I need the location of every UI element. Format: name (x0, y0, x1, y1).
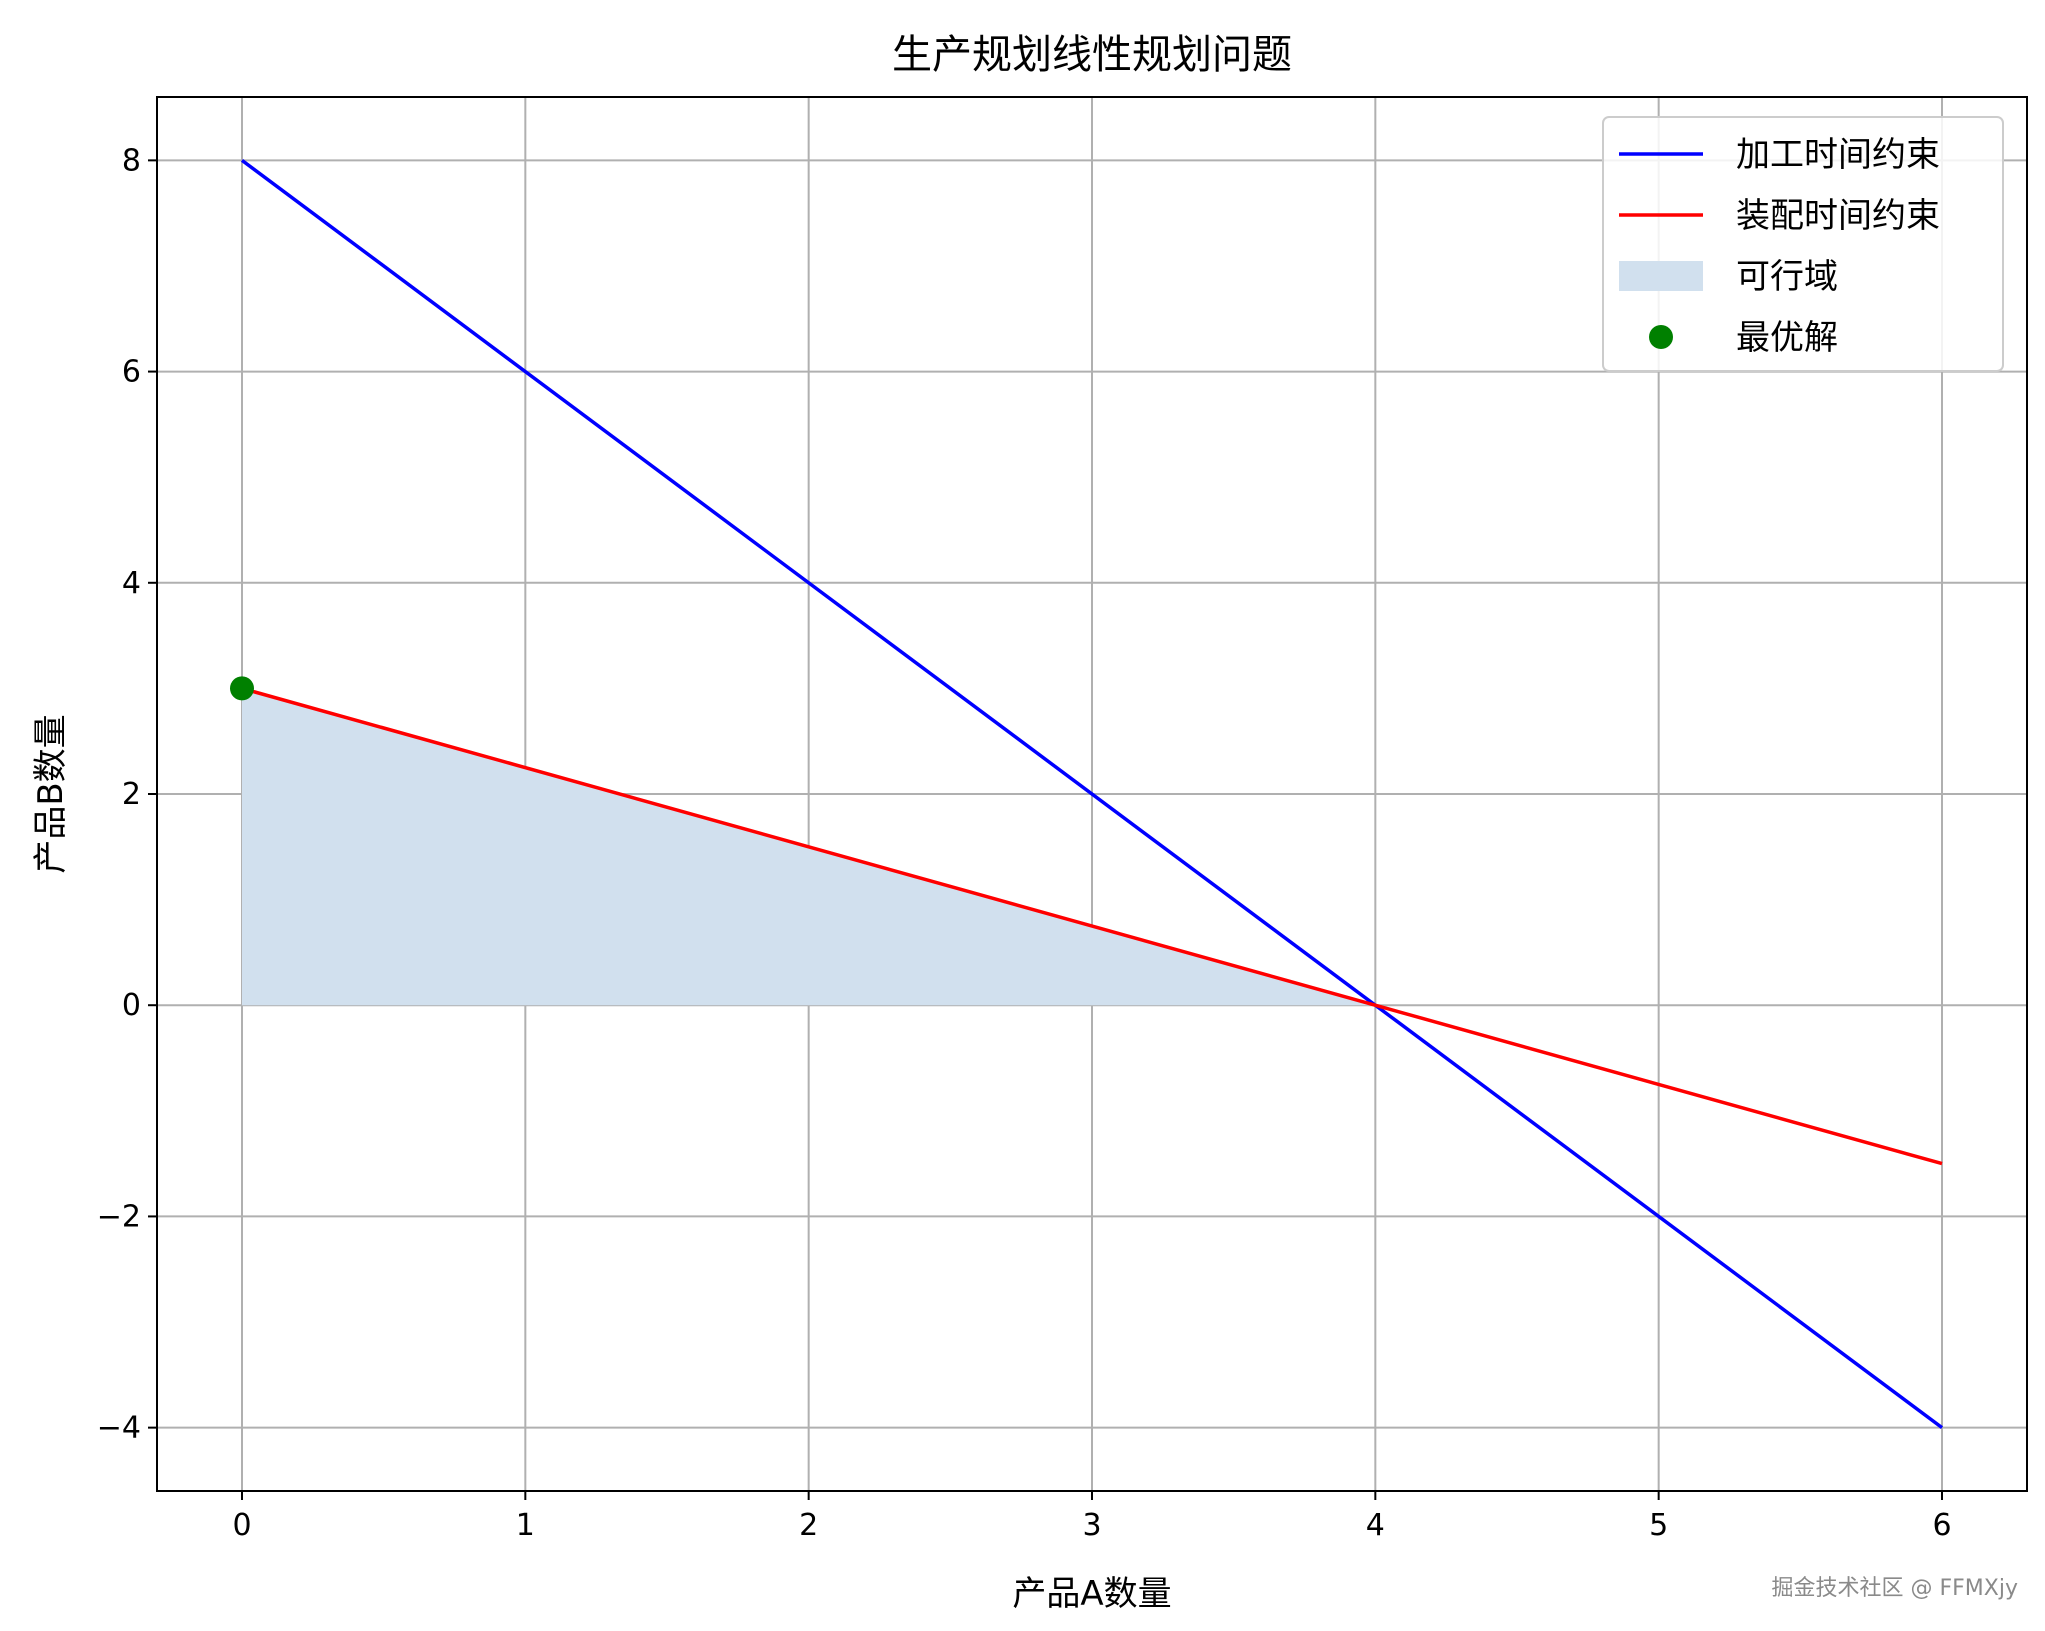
chart-title: 生产规划线性规划问题 (892, 32, 1292, 78)
optimal-point-marker (230, 676, 254, 701)
legend-swatch-2 (1619, 261, 1703, 291)
x-tick-label-5: 5 (1649, 1508, 1668, 1543)
series-line-1 (241, 686, 1943, 1166)
y-tick-label-5: 6 (122, 355, 141, 390)
watermark: 掘金技术社区 @ FFMXjy (1772, 1576, 2018, 1601)
lines-layer (240, 158, 1944, 1430)
x-tick-label-4: 4 (1366, 1508, 1385, 1543)
y-tick-label-2: 0 (122, 988, 141, 1023)
y-axis-label: 产品B数量 (31, 714, 71, 873)
y-tick-label-6: 8 (122, 143, 141, 178)
legend-swatch-3 (1649, 325, 1673, 349)
y-tick-label-0: −4 (97, 1411, 141, 1446)
y-tick-label-4: 4 (122, 566, 141, 601)
legend-label-2: 可行域 (1736, 257, 1838, 297)
series-line-0 (240, 158, 1944, 1430)
points-layer (230, 676, 254, 701)
x-tick-label-6: 6 (1932, 1508, 1951, 1543)
x-tick-label-2: 2 (799, 1508, 818, 1543)
x-tick-label-0: 0 (232, 1508, 251, 1543)
x-tick-label-3: 3 (1082, 1508, 1101, 1543)
legend-label-1: 装配时间约束 (1736, 196, 1940, 236)
x-tick-label-1: 1 (516, 1508, 535, 1543)
legend-box (1602, 116, 2004, 372)
ticks: 0 1 2 3 4 5 6 −4 −2 0 2 4 6 8 (97, 143, 1952, 1543)
legend-label-3: 最优解 (1736, 318, 1838, 358)
y-tick-label-1: −2 (97, 1199, 141, 1234)
legend-label-0: 加工时间约束 (1736, 135, 1940, 175)
x-axis-label: 产品A数量 (1012, 1574, 1171, 1614)
y-tick-label-3: 2 (122, 777, 141, 812)
